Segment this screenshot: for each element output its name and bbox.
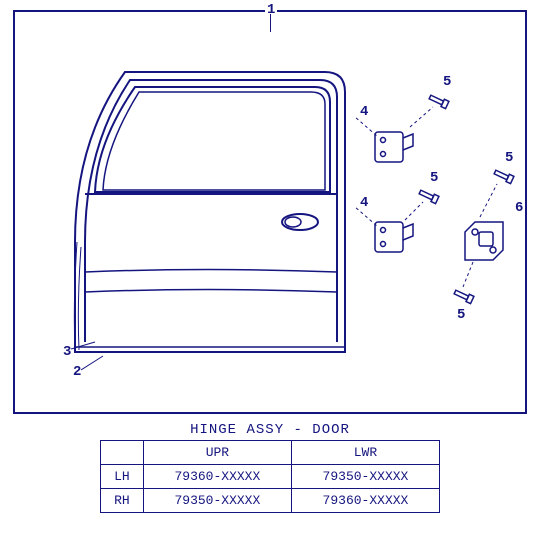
callout-4-upper: 4 [360, 104, 368, 120]
col-lwr: LWR [291, 441, 439, 465]
callout-5c: 5 [505, 150, 513, 166]
cell: 79360-XXXXX [143, 465, 291, 489]
door-panel-drawing [35, 42, 365, 382]
table-row: RH 79350-XXXXX 79360-XXXXX [101, 489, 440, 513]
leader-line [81, 354, 111, 374]
col-upr: UPR [143, 441, 291, 465]
diagram-frame: 1 [13, 10, 527, 414]
cell-rh: RH [101, 489, 144, 513]
parts-table-container: HINGE ASSY - DOOR UPR LWR LH 79360-XXXXX… [100, 422, 440, 513]
table-header-row: UPR LWR [101, 441, 440, 465]
callout-5b: 5 [430, 170, 438, 186]
callout-6: 6 [515, 200, 523, 216]
cell: 79360-XXXXX [291, 489, 439, 513]
callout-1: 1 [265, 2, 277, 18]
table-title: HINGE ASSY - DOOR [100, 422, 440, 438]
cell: 79350-XXXXX [291, 465, 439, 489]
table-row: LH 79360-XXXXX 79350-XXXXX [101, 465, 440, 489]
cell-lh: LH [101, 465, 144, 489]
hinge-bolts-drawing [355, 72, 525, 332]
callout-4-lower: 4 [360, 195, 368, 211]
callout-5d: 5 [457, 307, 465, 323]
callout-line [270, 14, 271, 32]
parts-table: UPR LWR LH 79360-XXXXX 79350-XXXXX RH 79… [100, 440, 440, 513]
callout-5a: 5 [443, 74, 451, 90]
cell: 79350-XXXXX [143, 489, 291, 513]
col-blank [101, 441, 144, 465]
